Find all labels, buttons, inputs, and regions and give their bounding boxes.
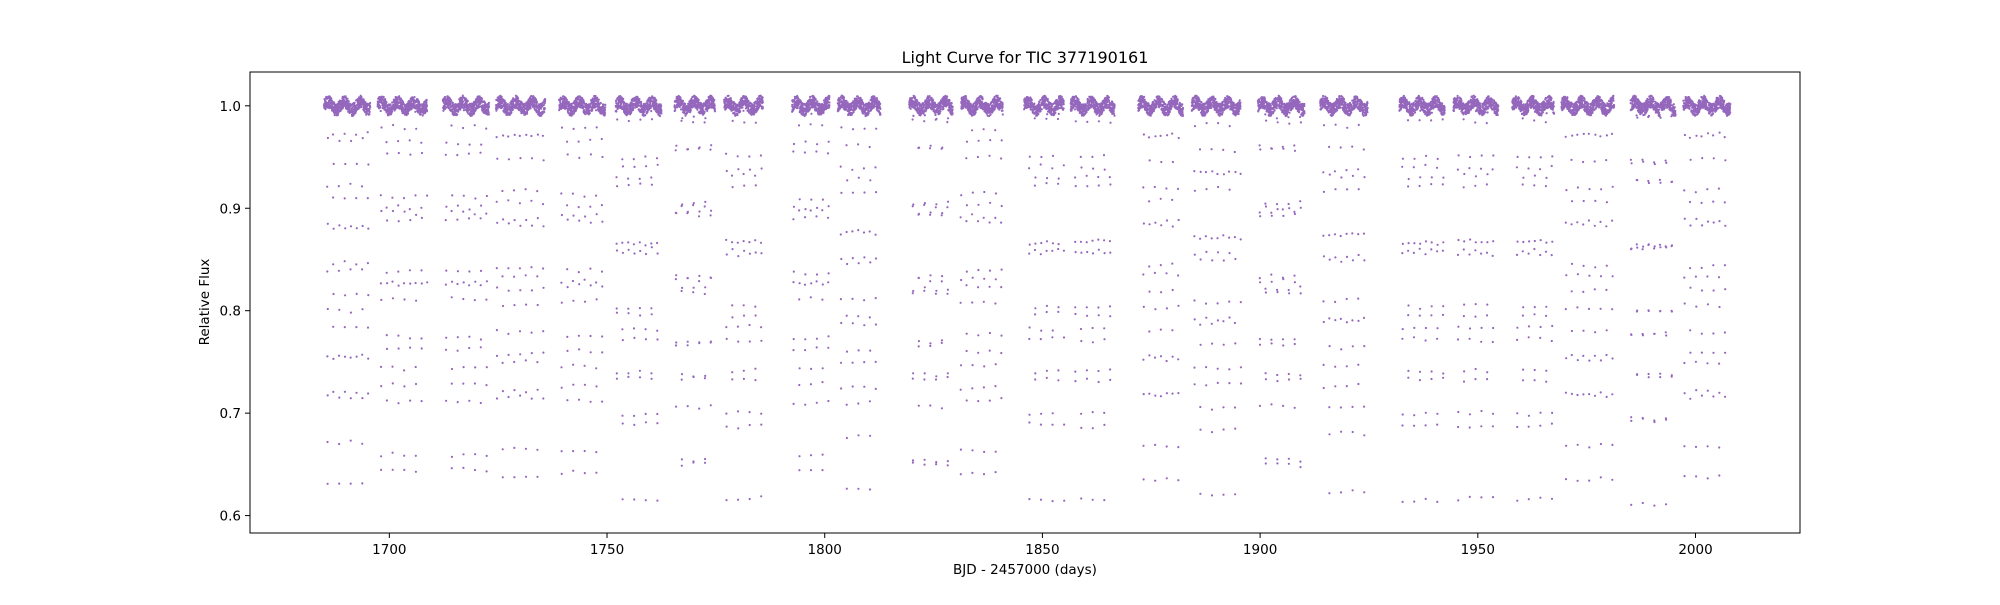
x-tick-label: 1700 — [372, 542, 406, 558]
x-tick-label: 1750 — [590, 542, 624, 558]
x-axis-label: BJD - 2457000 (days) — [953, 562, 1097, 578]
x-tick-label: 1850 — [1025, 542, 1059, 558]
flux-scatter-points — [322, 94, 1732, 507]
plot-frame — [249, 71, 1801, 534]
y-tick-label: 0.8 — [220, 304, 241, 320]
y-tick-label: 1.0 — [220, 99, 241, 115]
x-tick-label: 1900 — [1243, 542, 1277, 558]
x-tick-label: 2000 — [1678, 542, 1712, 558]
data-points-layer — [322, 94, 1732, 507]
axis-ticks-layer: 1700 1750 1800 1850 1900 1950 2000 0.6 0.7 0.8 0.9… — [220, 99, 1713, 558]
y-tick-label: 0.7 — [220, 406, 241, 422]
y-tick-label: 0.6 — [220, 509, 241, 525]
y-tick-label: 0.9 — [220, 201, 241, 217]
x-tick-label: 1950 — [1461, 542, 1495, 558]
y-axis-label: Relative Flux — [197, 259, 213, 346]
chart-title: Light Curve for TIC 377190161 — [902, 48, 1149, 67]
x-tick-label: 1800 — [808, 542, 842, 558]
